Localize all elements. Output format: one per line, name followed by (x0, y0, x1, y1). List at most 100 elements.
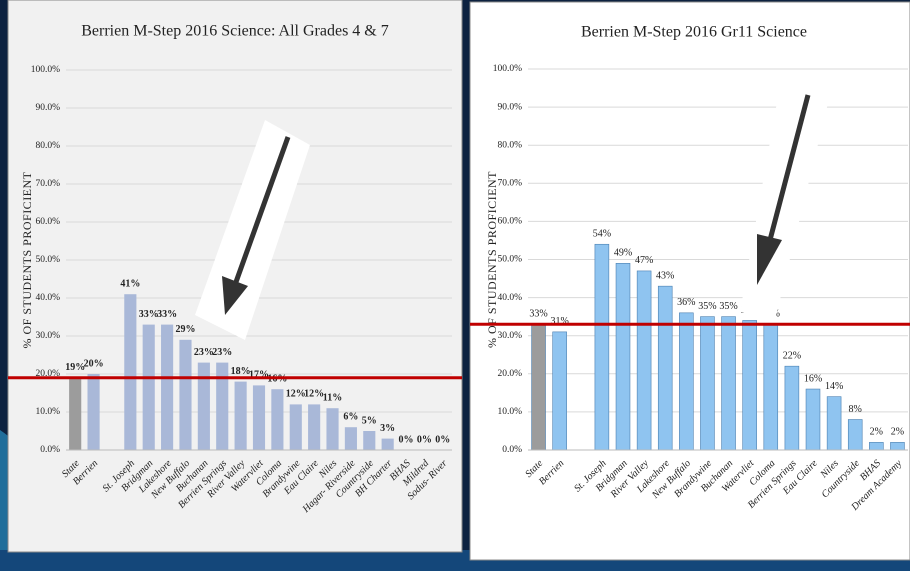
data-label: 8% (849, 404, 862, 415)
bar (594, 243, 610, 451)
left-arrow (195, 120, 310, 340)
chart: Berrien M-Step 2016 Science: All Grades … (8, 23, 462, 516)
y-tick-label: 70.0% (35, 179, 60, 189)
data-label: 6% (343, 411, 358, 422)
bar (197, 362, 210, 450)
arrow-shaft (767, 94, 811, 241)
data-label: 33% (139, 309, 159, 320)
y-tick-label: 50.0% (35, 255, 60, 265)
y-tick-label: 100.0% (493, 64, 522, 74)
y-tick-label: 90.0% (497, 102, 522, 112)
y-tick-label: 50.0% (497, 255, 522, 265)
data-label: 16% (804, 373, 822, 384)
chart-title: Berrien M-Step 2016 Gr11 Science (581, 24, 807, 41)
data-label: 12% (304, 389, 324, 400)
data-label: 35% (719, 301, 737, 312)
data-label: 17% (249, 370, 269, 381)
right-arrow (740, 85, 830, 320)
bar (161, 324, 174, 450)
y-axis-label: % OF STUDENTS PROFICIENT (20, 171, 34, 348)
bar (890, 442, 905, 451)
bar (552, 331, 567, 451)
data-label: 19% (65, 362, 85, 373)
bar (742, 320, 757, 451)
y-tick-label: 60.0% (497, 217, 522, 227)
data-label: 33% (157, 309, 177, 320)
data-label: 33% (529, 309, 547, 320)
y-axis-label: % OF STUDENTS PROFICIENT (485, 171, 499, 348)
data-label: 41% (120, 278, 140, 289)
bar (234, 381, 247, 450)
data-label: 0% (435, 434, 450, 445)
bar (847, 419, 863, 451)
y-tick-label: 10.0% (497, 407, 522, 417)
data-label: 12% (286, 389, 306, 400)
y-tick-label: 0.0% (40, 445, 60, 455)
data-label: 31% (550, 316, 568, 327)
bar (531, 323, 546, 451)
y-tick-label: 40.0% (497, 293, 522, 303)
bar (142, 324, 155, 450)
data-label: 0% (399, 434, 414, 445)
bar (636, 270, 652, 451)
data-label: 23% (212, 347, 232, 358)
data-label: 2% (870, 427, 883, 438)
bar (179, 339, 192, 450)
bar (784, 365, 800, 451)
y-tick-label: 20.0% (35, 369, 60, 379)
data-label: 11% (323, 392, 342, 403)
data-label: 49% (614, 248, 632, 259)
y-tick-label: 20.0% (497, 369, 522, 379)
bar (289, 404, 302, 450)
data-label: 47% (635, 255, 653, 266)
data-label: 23% (194, 347, 214, 358)
bar (381, 438, 394, 450)
right-panel (469, 1, 910, 561)
chart-title: Berrien M-Step 2016 Science: All Grades … (81, 23, 389, 40)
data-label: 54% (593, 229, 611, 240)
data-label: 35% (698, 301, 716, 312)
bar (363, 431, 376, 450)
y-tick-label: 70.0% (497, 178, 522, 188)
y-tick-label: 60.0% (35, 217, 60, 227)
bar (252, 385, 266, 450)
y-tick-label: 30.0% (35, 331, 60, 341)
bar (69, 377, 82, 450)
y-tick-label: 80.0% (35, 141, 60, 151)
data-label: 29% (175, 324, 195, 335)
data-label: 3% (380, 423, 395, 434)
y-tick-label: 80.0% (497, 140, 522, 150)
y-tick-label: 30.0% (497, 331, 522, 341)
bar (700, 316, 715, 451)
y-tick-label: 40.0% (35, 293, 60, 303)
bar (869, 442, 884, 451)
bar (805, 388, 821, 451)
bar (326, 408, 339, 450)
data-label: 2% (891, 427, 904, 438)
data-label: 14% (825, 381, 843, 392)
y-tick-label: 100.0% (31, 65, 60, 75)
bar (87, 374, 100, 450)
bar (216, 362, 229, 450)
bar (721, 316, 736, 451)
bar (344, 427, 357, 450)
arrow-shaft (233, 136, 291, 283)
bar (308, 404, 321, 450)
bar (679, 312, 694, 451)
data-label: 18% (231, 366, 251, 377)
bar (763, 323, 779, 451)
data-label: 5% (362, 415, 377, 426)
y-tick-label: 90.0% (35, 103, 60, 113)
bar (826, 396, 842, 451)
bar (124, 294, 137, 450)
data-label: 43% (656, 270, 674, 281)
arrow-head (222, 276, 248, 315)
bar (657, 285, 673, 451)
data-label: 0% (417, 434, 432, 445)
data-label: 20% (84, 358, 104, 369)
arrow-head (757, 234, 782, 285)
y-tick-label: 0.0% (502, 445, 522, 455)
bar (615, 263, 631, 451)
y-tick-label: 10.0% (35, 407, 60, 417)
